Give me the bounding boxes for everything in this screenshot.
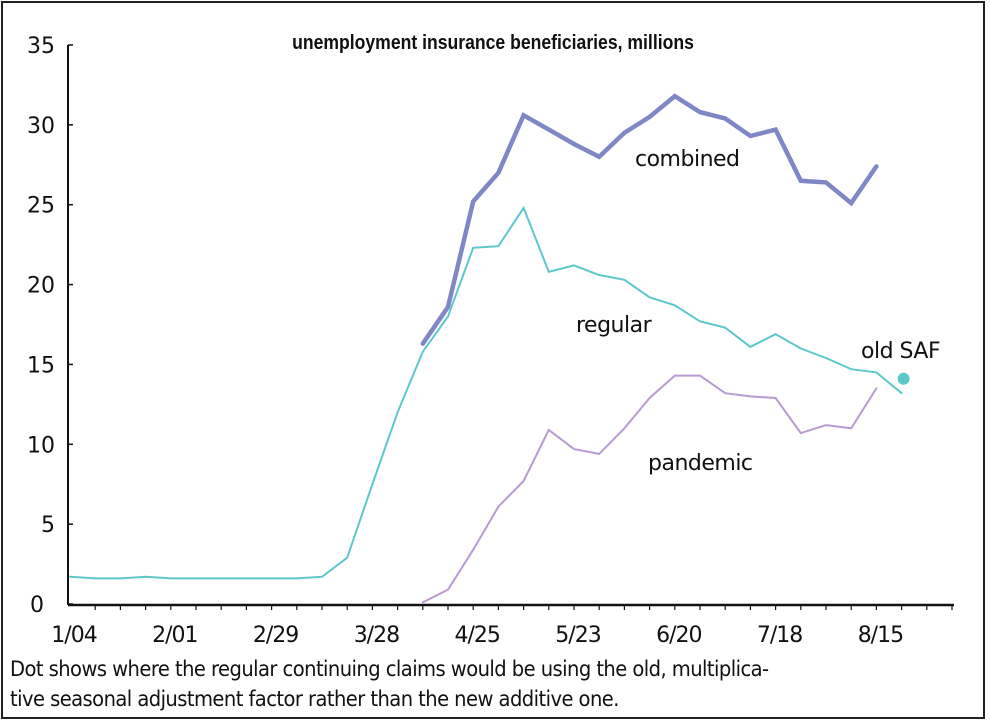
chart-title: unemployment insurance beneficiaries, mi… bbox=[292, 31, 694, 53]
y-tick-label: 0 bbox=[30, 593, 44, 618]
y-tick-label: 20 bbox=[27, 274, 55, 299]
series-line-combined bbox=[420, 93, 879, 346]
y-tick-label: 10 bbox=[27, 433, 55, 458]
x-tick-label: 2/29 bbox=[253, 623, 298, 648]
series-label-regular: regular bbox=[576, 313, 653, 338]
x-tick-label: 4/25 bbox=[454, 623, 499, 648]
y-tick-label: 5 bbox=[41, 513, 55, 538]
y-tick-label: 25 bbox=[27, 194, 55, 219]
x-tick-label: 7/18 bbox=[757, 623, 802, 648]
x-tick-label: 1/04 bbox=[51, 623, 96, 648]
series-line-pandemic bbox=[421, 374, 878, 604]
x-tick-label: 2/01 bbox=[152, 623, 197, 648]
series-line-regular bbox=[69, 205, 903, 580]
old-saf-dot bbox=[897, 372, 910, 385]
x-tick-label: 6/20 bbox=[656, 623, 701, 648]
y-tick-label: 30 bbox=[27, 114, 55, 139]
x-tick-label: 8/15 bbox=[858, 623, 903, 648]
footnote-line-2: tive seasonal adjustment factor rather t… bbox=[10, 687, 619, 711]
series-label-combined: combined bbox=[635, 147, 740, 172]
y-tick-label: 15 bbox=[27, 353, 55, 378]
x-tick-label: 3/28 bbox=[354, 623, 399, 648]
y-tick-label: 35 bbox=[27, 34, 55, 59]
series-label-pandemic: pandemic bbox=[648, 451, 753, 476]
footnote: Dot shows where the regular continuing c… bbox=[10, 654, 912, 714]
annotation-label-old-saf: old SAF bbox=[861, 339, 940, 364]
x-tick-label: 5/23 bbox=[555, 623, 600, 648]
footnote-line-1: Dot shows where the regular continuing c… bbox=[10, 657, 769, 681]
